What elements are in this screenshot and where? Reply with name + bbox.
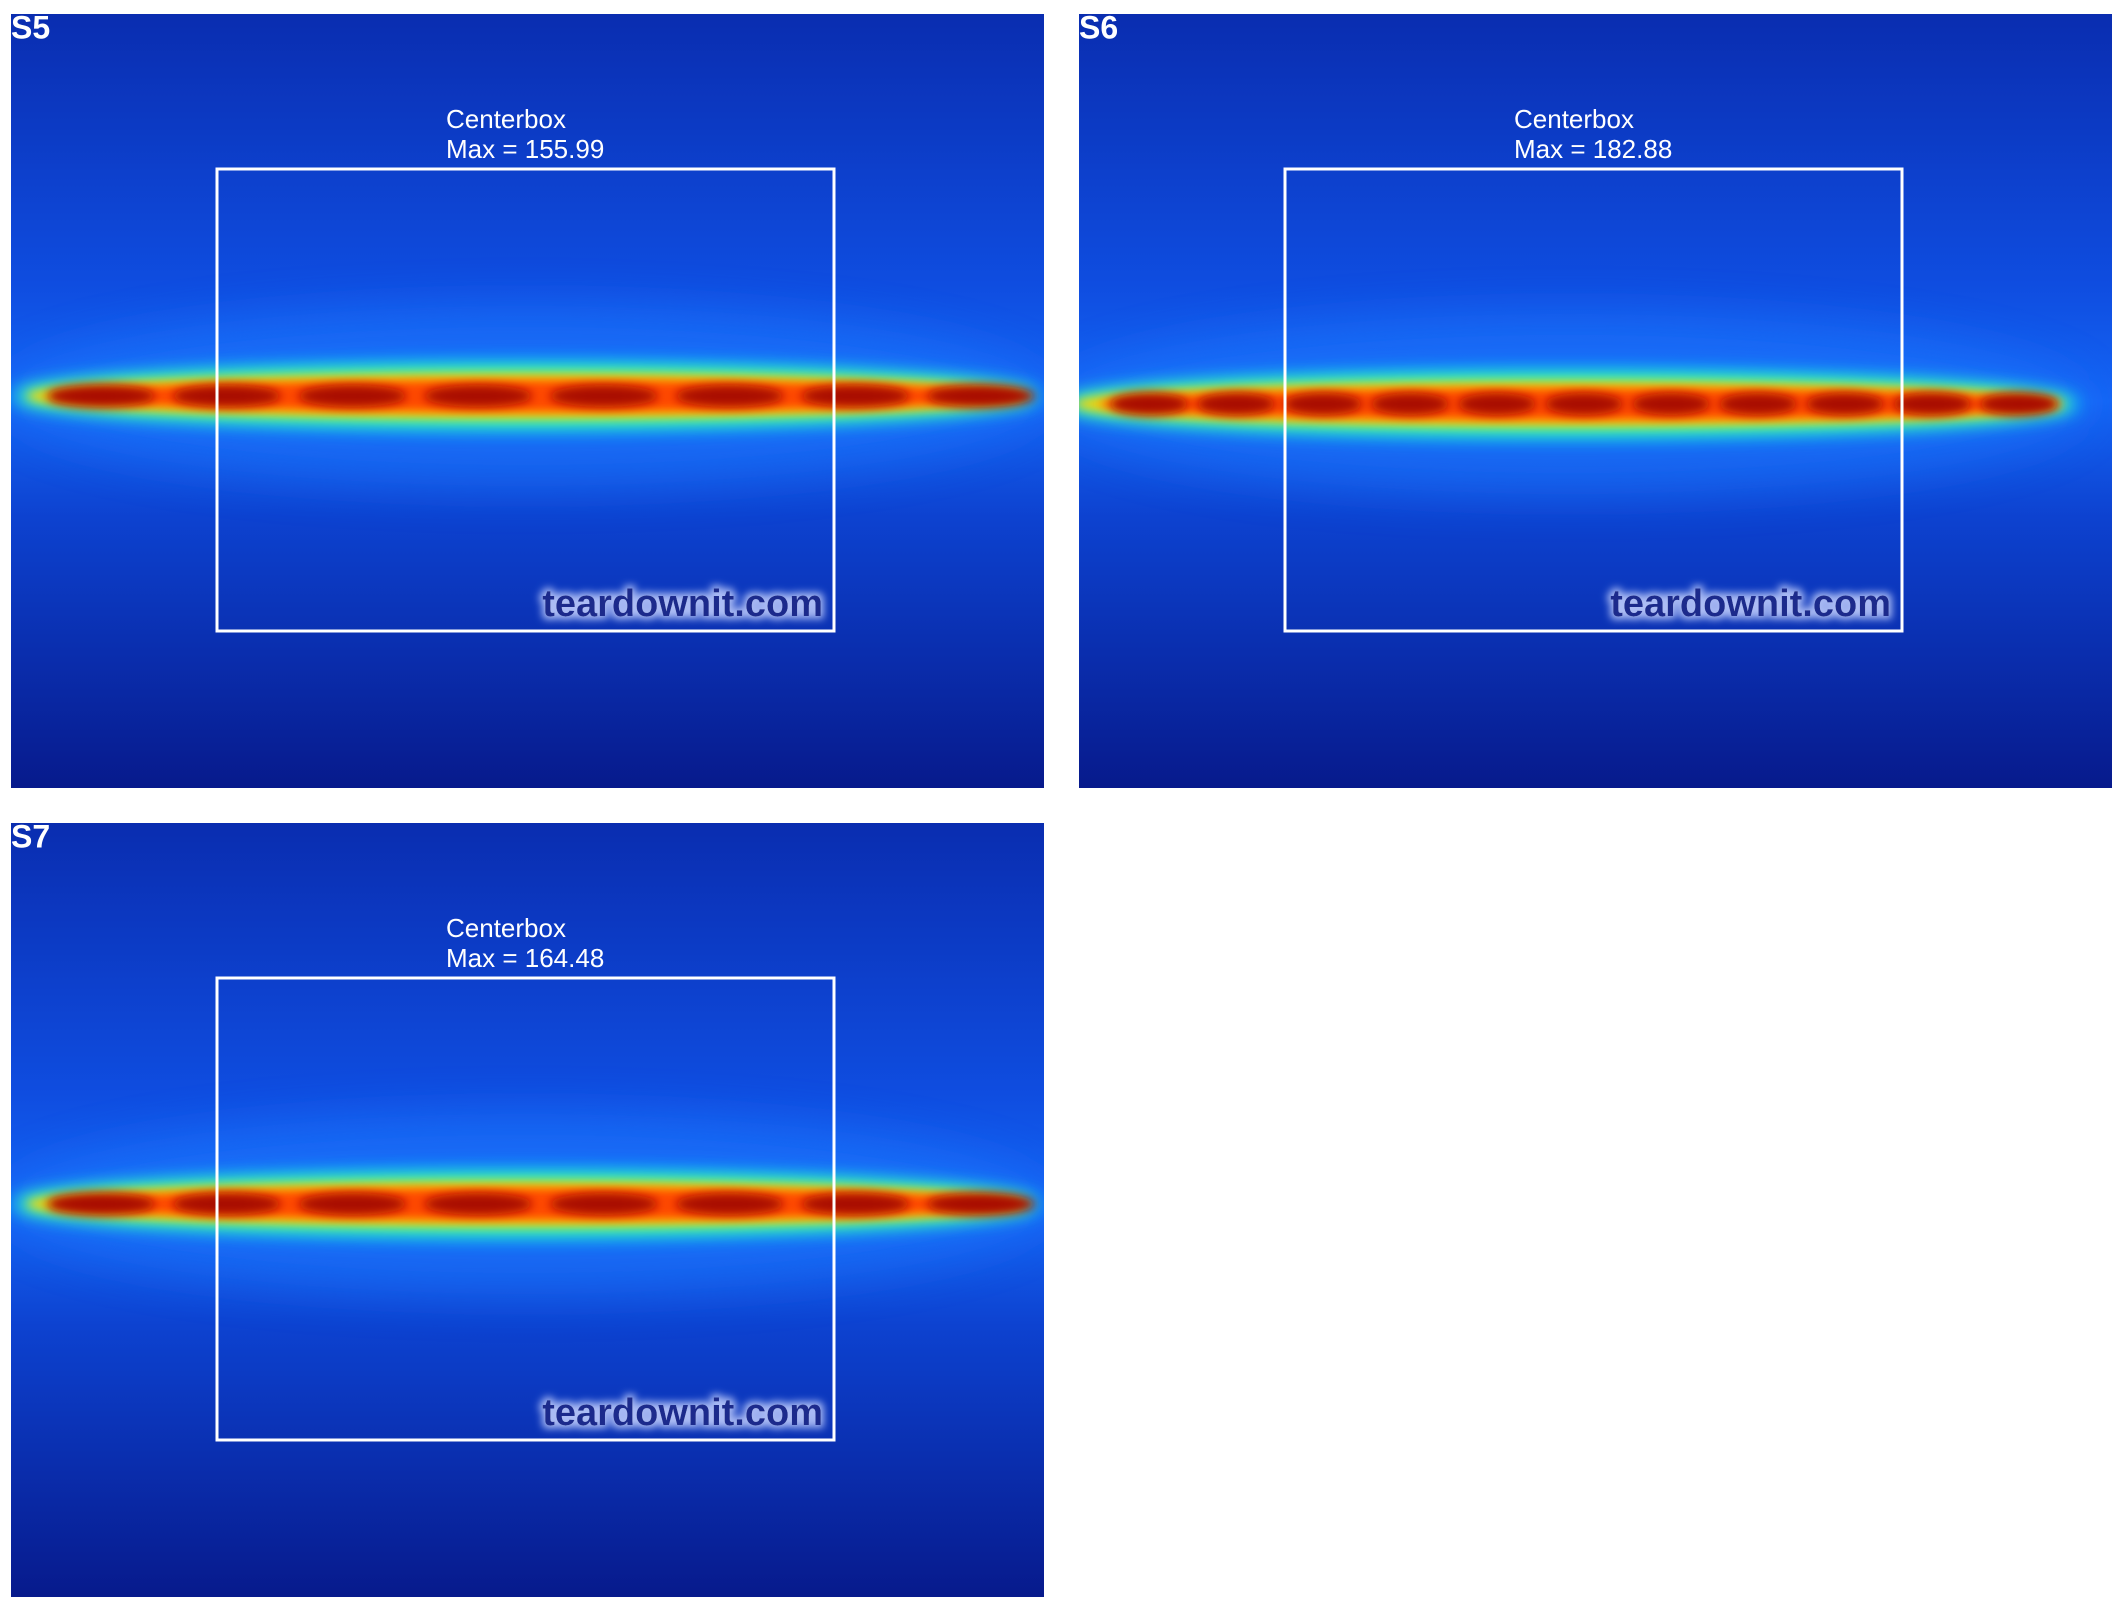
beam-hotspot: [675, 1193, 784, 1215]
beam-hotspot: [926, 1193, 1036, 1215]
box-title: Centerbox: [1514, 104, 1634, 134]
beam-hotspot: [801, 385, 910, 407]
centerbox: [215, 976, 836, 1442]
beam-hotspot: [1545, 393, 1623, 415]
beam-hotspot: [549, 1193, 658, 1215]
beam-hotspot: [926, 385, 1036, 407]
beam-hotspot: [424, 1193, 533, 1215]
centerbox: [215, 167, 836, 633]
max-value: Max = 164.48: [446, 943, 604, 973]
beam-hotspot: [424, 385, 533, 407]
beam-hotspot: [172, 1193, 281, 1215]
beam-hotspot: [46, 385, 156, 407]
beam-hotspot: [801, 1193, 910, 1215]
watermark: teardownit.com: [1610, 583, 1891, 625]
beam-hotspot: [172, 385, 281, 407]
watermark: teardownit.com: [542, 1392, 823, 1434]
beam-hotspot: [1719, 393, 1797, 415]
panel-label: S6: [1079, 9, 1118, 45]
watermark: teardownit.com: [542, 583, 823, 625]
beam: [1079, 314, 2089, 494]
centerbox: [1283, 167, 1904, 633]
beam-hotspot: [1980, 393, 2058, 415]
beam-hotspot: [46, 1193, 156, 1215]
box-title: Centerbox: [446, 913, 566, 943]
beam: [11, 306, 1044, 486]
beam-hotspot: [1371, 393, 1449, 415]
beam-hotspot: [1458, 393, 1536, 415]
beam-hotspot: [549, 385, 658, 407]
panel-label: S7: [11, 818, 50, 854]
panel-label: S5: [11, 9, 50, 45]
beam-hotspot: [1893, 393, 1971, 415]
beam-hotspot: [1806, 393, 1884, 415]
beam-hotspot: [1284, 393, 1362, 415]
beam-orange: [51, 1188, 1021, 1220]
max-value: Max = 155.99: [446, 134, 604, 164]
beam-orange: [51, 380, 1021, 412]
beam-hotspot: [298, 1193, 407, 1215]
beam-hotspot: [298, 385, 407, 407]
beam-hotspot: [1197, 393, 1275, 415]
beam-hotspot: [675, 385, 784, 407]
beam: [11, 1114, 1044, 1294]
box-title: Centerbox: [446, 104, 566, 134]
beam-hotspot: [1110, 393, 1188, 415]
max-value: Max = 182.88: [1514, 134, 1672, 164]
beam-hotspot: [1632, 393, 1710, 415]
